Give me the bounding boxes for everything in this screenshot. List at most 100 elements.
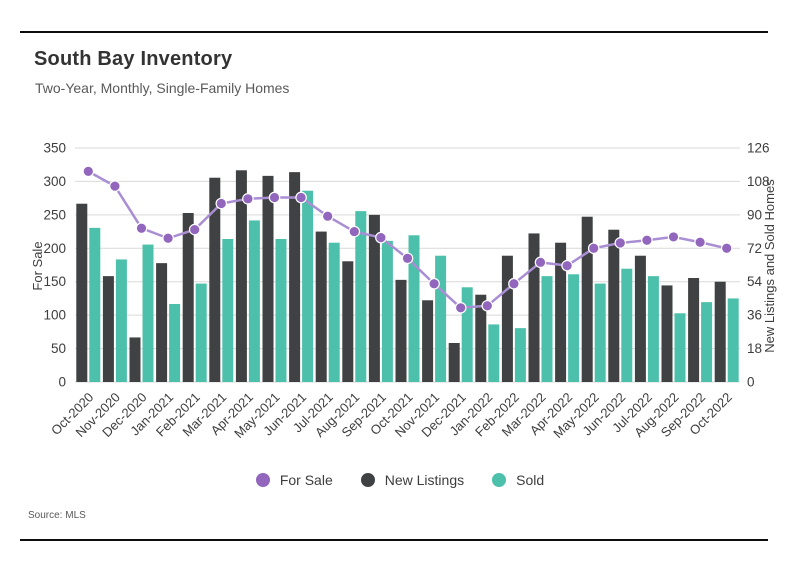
- sold-bar: [488, 324, 500, 382]
- left-axis-tick-label: 150: [43, 274, 66, 289]
- for-sale-marker: [242, 193, 254, 205]
- sold-bar: [328, 242, 340, 382]
- new-listings-bar: [262, 175, 274, 382]
- new-listings-bar: [129, 337, 141, 382]
- for-sale-marker: [321, 210, 334, 222]
- for-sale-swatch-icon: [255, 473, 270, 487]
- for-sale-marker: [641, 234, 653, 247]
- sold-bar: [594, 283, 606, 382]
- sold-bar: [89, 227, 101, 382]
- for-sale-marker: [268, 191, 281, 204]
- sold-bar: [115, 259, 127, 382]
- for-sale-marker: [401, 252, 414, 265]
- new-listings-bar: [661, 285, 673, 382]
- for-sale-marker: [694, 236, 706, 249]
- for-sale-marker: [454, 301, 467, 314]
- sold-bar: [355, 211, 367, 382]
- sold-bar: [142, 244, 154, 382]
- for-sale-marker: [614, 237, 627, 249]
- for-sale-marker: [720, 242, 733, 255]
- for-sale-marker: [534, 256, 547, 269]
- new-listings-bar: [76, 203, 88, 382]
- for-sale-marker: [295, 191, 307, 204]
- source-note: Source: MLS: [28, 510, 86, 521]
- left-axis-tick-label: 350: [43, 141, 66, 156]
- new-listings-bar: [235, 170, 247, 382]
- new-listings-bar: [102, 276, 114, 382]
- left-axis-tick-label: 100: [43, 308, 66, 323]
- for-sale-marker: [375, 231, 387, 244]
- new-listings-bar: [581, 216, 593, 382]
- sold-bar: [701, 302, 713, 382]
- sold-bar: [514, 328, 526, 382]
- for-sale-marker: [109, 180, 121, 192]
- sold-bar: [302, 190, 314, 382]
- sold-bar: [541, 276, 553, 382]
- new-listings-bar: [688, 278, 700, 382]
- sold-bar: [381, 240, 393, 382]
- left-axis-tick-label: 200: [43, 241, 66, 256]
- sold-bar: [621, 268, 633, 382]
- sold-bar: [275, 239, 287, 382]
- legend-item-for-sale: For Sale: [255, 472, 333, 488]
- left-axis-tick-label: 250: [43, 207, 66, 222]
- new-listings-bar: [209, 177, 221, 382]
- new-listings-bar: [528, 233, 540, 382]
- for-sale-marker: [481, 299, 494, 312]
- right-axis-tick-label: 18: [747, 341, 762, 356]
- chart-subtitle: Two-Year, Monthly, Single-Family Homes: [35, 80, 290, 96]
- new-listings-swatch-icon: [360, 473, 375, 487]
- top-border-rule: [20, 31, 768, 33]
- right-axis-tick-label: 54: [747, 274, 763, 289]
- sold-bar: [248, 220, 260, 382]
- left-axis-tick-label: 0: [58, 375, 66, 390]
- new-listings-bar: [634, 255, 646, 382]
- sold-bar: [435, 255, 447, 382]
- for-sale-marker: [508, 277, 520, 290]
- for-sale-marker: [215, 197, 228, 210]
- legend-item-new-listings: New Listings: [360, 472, 465, 488]
- new-listings-bar: [182, 213, 194, 382]
- right-axis-tick-label: 36: [747, 308, 762, 323]
- bottom-border-rule: [20, 539, 768, 541]
- new-listings-bar: [315, 231, 327, 382]
- right-axis-title: New Listings and Sold Homes: [762, 179, 777, 353]
- right-axis-tick-label: 126: [747, 141, 770, 156]
- sold-bar: [674, 313, 686, 382]
- right-axis-tick-label: 72: [747, 241, 762, 256]
- new-listings-bar: [475, 294, 487, 382]
- new-listings-bar: [501, 255, 513, 382]
- legend-label-for-sale: For Sale: [279, 472, 333, 488]
- for-sale-marker: [348, 225, 361, 238]
- left-axis-tick-label: 300: [43, 174, 66, 189]
- for-sale-marker: [82, 165, 95, 178]
- new-listings-bar: [608, 229, 620, 382]
- legend-label-new-listings: New Listings: [384, 472, 465, 488]
- sold-bar: [461, 287, 473, 382]
- for-sale-marker: [188, 223, 201, 236]
- legend-label-sold: Sold: [516, 472, 545, 488]
- sold-bar: [195, 283, 207, 382]
- left-axis-title: For Sale: [30, 241, 45, 290]
- new-listings-bar: [289, 172, 301, 382]
- sold-bar: [222, 239, 234, 382]
- right-axis-tick-label: 90: [747, 207, 762, 222]
- chart-legend: For Sale New Listings Sold: [0, 472, 800, 488]
- new-listings-bar: [342, 261, 354, 382]
- new-listings-bar: [448, 343, 460, 382]
- right-axis-tick-label: 108: [747, 174, 770, 189]
- for-sale-marker: [135, 222, 148, 235]
- sold-swatch-icon: [492, 473, 507, 487]
- new-listings-bar: [422, 300, 434, 382]
- left-axis-tick-label: 50: [51, 341, 66, 356]
- sold-bar: [647, 276, 659, 382]
- legend-item-sold: Sold: [492, 472, 544, 488]
- new-listings-bar: [368, 214, 380, 382]
- sold-bar: [169, 304, 181, 382]
- new-listings-bar: [395, 279, 407, 382]
- new-listings-bar: [555, 242, 567, 382]
- for-sale-marker: [667, 231, 680, 243]
- right-axis-tick-label: 0: [747, 375, 755, 390]
- sold-bar: [568, 274, 580, 382]
